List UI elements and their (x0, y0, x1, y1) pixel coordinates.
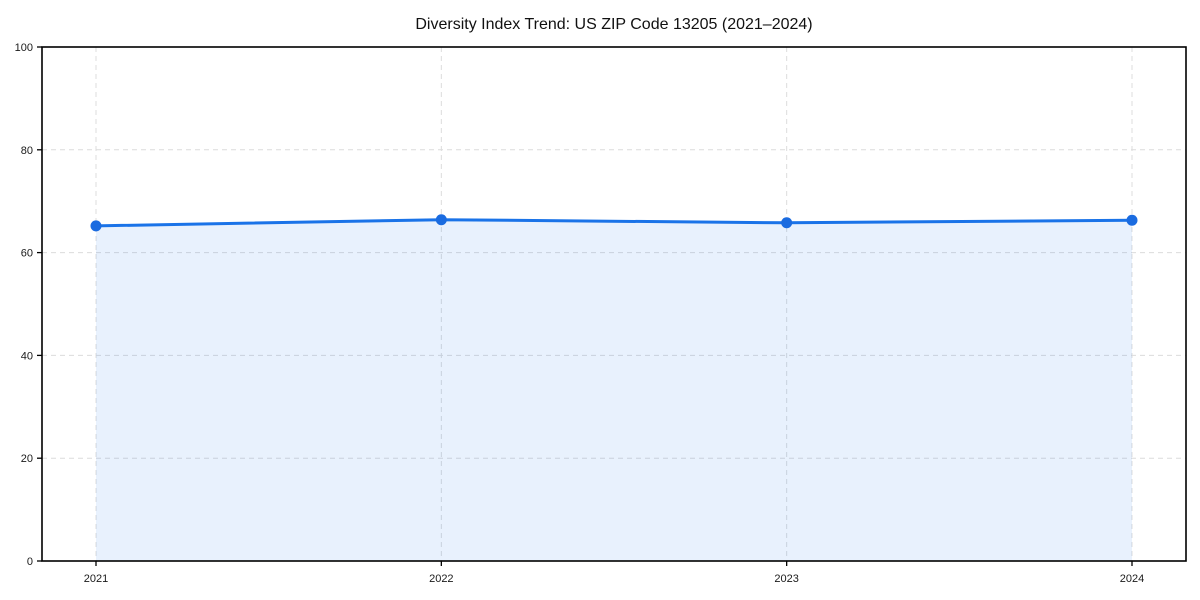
line-layer (94, 218, 1134, 228)
y-tick-label-100: 100 (15, 42, 33, 54)
y-tick-label-20: 20 (21, 453, 33, 465)
plot-frame (41, 46, 1187, 562)
x-tick-label-2021: 2021 (84, 573, 108, 585)
data-point-2024 (1126, 214, 1138, 226)
grid-layer (42, 46, 1186, 562)
data-point-2021 (90, 220, 102, 232)
y-tick-label-0: 0 (27, 556, 33, 568)
area-fill (96, 219, 1132, 562)
tick-layer: 0 20 40 60 80 100 2021 2022 2023 2024 (15, 42, 1145, 585)
y-tick-label-60: 60 (21, 248, 33, 260)
frame-layer (41, 46, 1187, 562)
marker-layer (90, 214, 1138, 232)
x-tick-label-2022: 2022 (429, 573, 453, 585)
data-point-2023 (781, 217, 793, 229)
x-tick-label-2023: 2023 (774, 573, 798, 585)
y-tick-label-40: 40 (21, 350, 33, 362)
area-layer (96, 219, 1132, 562)
x-tick-label-2024: 2024 (1120, 573, 1144, 585)
data-point-2022 (435, 214, 447, 226)
trend-line (94, 218, 1134, 228)
y-tick-label-80: 80 (21, 145, 33, 157)
chart-title: Diversity Index Trend: US ZIP Code 13205… (415, 16, 812, 33)
